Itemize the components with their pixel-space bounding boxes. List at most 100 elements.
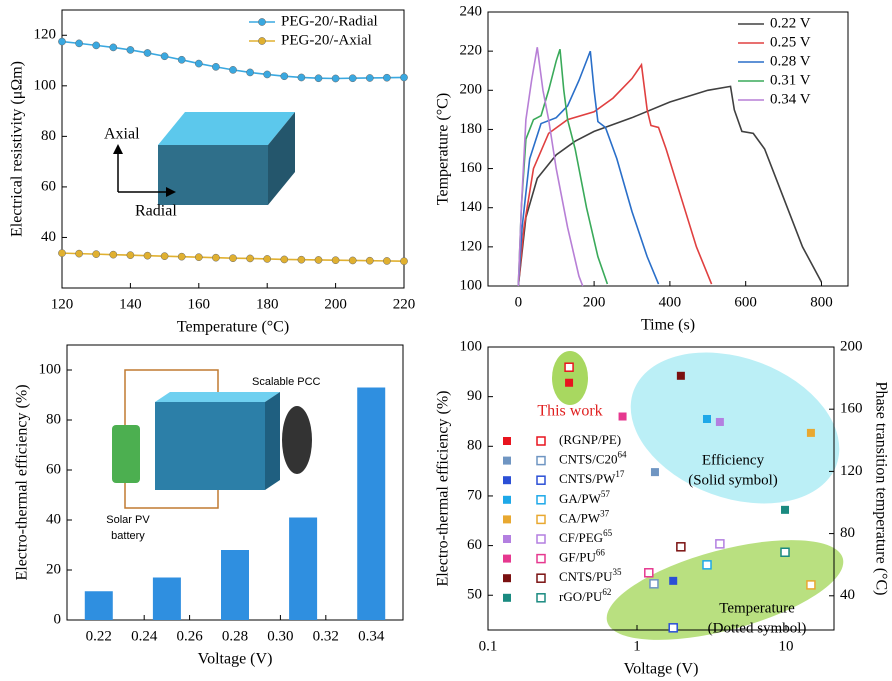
legend-name: CNTS/C20 <box>559 452 618 467</box>
marker <box>143 251 152 260</box>
marker <box>212 63 220 71</box>
highlight <box>552 351 588 405</box>
annotation: Efficiency <box>702 452 765 468</box>
line <box>517 47 584 287</box>
x-tick-label: 0 <box>515 294 523 310</box>
highlight <box>630 352 840 504</box>
legend-ref: 57 <box>601 489 611 499</box>
marker <box>194 59 203 68</box>
legend-label: PEG-20/-Radial <box>281 13 378 29</box>
marker <box>297 255 306 264</box>
marker <box>365 74 374 82</box>
marker <box>400 73 408 82</box>
annotation: (Dotted symbol) <box>708 620 807 636</box>
legend-name: CA/PW <box>559 510 601 525</box>
y-tick-label: 100 <box>34 77 57 93</box>
point-solid <box>806 428 815 437</box>
annotation: Radial <box>135 203 177 220</box>
marker <box>126 46 135 54</box>
line <box>517 85 823 287</box>
legend-solid <box>503 515 511 524</box>
legend-hollow <box>536 553 546 564</box>
x-tick-label: 120 <box>51 296 74 312</box>
legend-ref: 65 <box>603 528 613 538</box>
annotation: Temperature <box>719 600 795 616</box>
legend-ref: 17 <box>615 469 625 479</box>
y-tick-label: 240 <box>460 3 483 19</box>
annotation: Axial <box>104 126 140 143</box>
legend-label: CF/PEG65 <box>559 528 613 545</box>
x-tick-label: 600 <box>734 294 757 310</box>
marker <box>280 72 289 81</box>
bar <box>84 591 113 620</box>
y-tick-label: 40 <box>41 229 56 245</box>
inset-cube <box>113 112 295 205</box>
legend-solid <box>503 574 511 583</box>
annotation: This work <box>537 403 602 420</box>
marker <box>177 252 186 261</box>
legend-label: GF/PU66 <box>559 548 605 565</box>
legend-hollow <box>536 436 546 446</box>
point-solid <box>565 378 574 387</box>
x-axis-label: Temperature (°C) <box>177 319 289 336</box>
y2-tick-label: 200 <box>840 338 863 354</box>
marker <box>263 70 272 79</box>
legend-marker <box>258 18 266 26</box>
y-tick-label: 60 <box>467 537 482 553</box>
x-tick-label: 400 <box>659 294 682 310</box>
x-tick-label: 180 <box>256 296 279 312</box>
legend-hollow <box>536 514 546 525</box>
legend-name: CNTS/PU <box>559 569 613 584</box>
plot-frame <box>487 346 835 631</box>
legend-solid <box>503 495 511 504</box>
legend-hollow <box>536 475 546 485</box>
legend-label: 0.25 V <box>770 34 811 50</box>
x-tick-label: 160 <box>188 296 211 312</box>
marker <box>297 73 306 82</box>
y2-tick-label: 40 <box>840 587 855 603</box>
point-hollow <box>649 579 659 589</box>
legend-ref: 35 <box>612 567 622 577</box>
legend-solid <box>503 593 511 602</box>
x-tick-label: 10 <box>778 638 793 654</box>
marker <box>109 43 118 52</box>
y-tick-label: 180 <box>460 121 483 137</box>
point-hollow <box>806 580 816 590</box>
legend-solid <box>503 535 511 543</box>
marker <box>229 254 237 263</box>
y-tick-label: 20 <box>46 561 61 577</box>
x-tick-label: 0.26 <box>176 628 203 644</box>
line <box>517 62 713 287</box>
marker <box>58 37 66 46</box>
legend-label: (RGNP/PE) <box>559 432 621 447</box>
marker <box>143 49 152 57</box>
marker <box>212 253 220 262</box>
legend-hollow <box>536 495 546 505</box>
legend-hollow <box>536 455 546 466</box>
legend-ref: 37 <box>600 508 610 518</box>
legend-name: GA/PW <box>559 491 602 506</box>
point-hollow <box>644 568 654 578</box>
legend-label: PEG-20/-Axial <box>281 32 372 48</box>
point-solid <box>781 505 790 514</box>
marker <box>246 254 254 263</box>
x-tick-label: 0.1 <box>479 638 498 654</box>
bar <box>152 577 181 620</box>
marker <box>314 74 323 83</box>
highlight <box>606 540 844 640</box>
marker <box>177 55 186 64</box>
marker <box>331 256 340 265</box>
annotation: (Solid symbol) <box>688 472 778 488</box>
x-tick-label: 0.30 <box>267 628 293 644</box>
y-tick-label: 90 <box>467 388 482 404</box>
marker <box>160 52 169 61</box>
y-tick-label: 120 <box>34 27 57 43</box>
bar <box>289 517 318 620</box>
legend-name: CF/PEG <box>559 530 603 545</box>
x-tick-label: 0.24 <box>131 628 158 644</box>
annotation: battery <box>111 530 145 542</box>
y-tick-label: 60 <box>41 178 56 194</box>
y-tick-label: 40 <box>46 511 61 527</box>
point-solid <box>702 414 711 423</box>
